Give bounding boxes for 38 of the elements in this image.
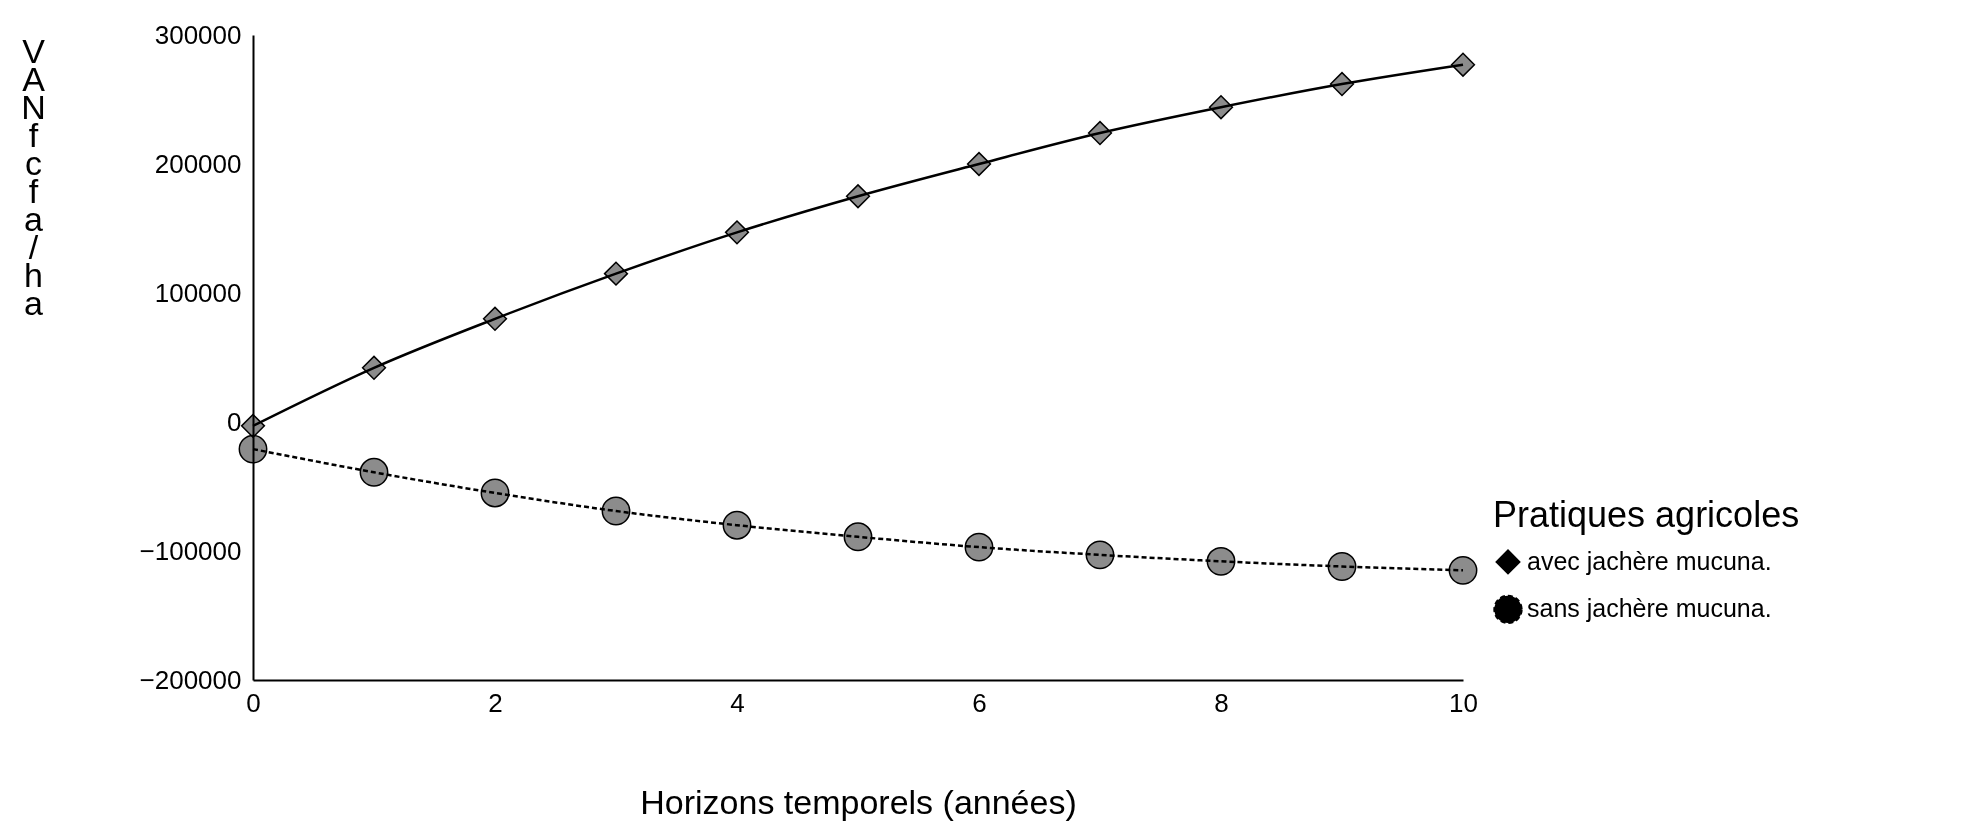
y-tick-label: −100000	[139, 535, 242, 566]
legend-label: sans jachère mucuna.	[1527, 594, 1772, 623]
point	[1450, 52, 1476, 77]
point	[724, 220, 750, 245]
point	[361, 355, 387, 380]
point	[359, 457, 389, 487]
legend-label: avec jachère mucuna.	[1527, 546, 1772, 575]
point	[1208, 95, 1234, 120]
point	[1327, 552, 1357, 581]
legend-title: Pratiques agricoles	[1493, 494, 1800, 536]
y-tick-label: 300000	[154, 19, 242, 50]
point	[238, 434, 268, 464]
point	[843, 522, 873, 552]
point	[964, 532, 994, 562]
point	[480, 478, 510, 508]
x-tick-label: 10	[1449, 687, 1478, 718]
point	[482, 306, 508, 331]
x-tick-label: 0	[246, 687, 261, 718]
point	[966, 151, 992, 177]
point	[845, 184, 871, 209]
y-tick-label: 100000	[154, 277, 242, 308]
y-tick-label: 0	[227, 406, 242, 437]
point	[1448, 555, 1478, 585]
y-tick-label: 200000	[154, 148, 242, 179]
x-tick-label: 2	[488, 687, 503, 718]
point	[601, 496, 631, 526]
y-tick-label: −200000	[139, 664, 242, 695]
point	[1329, 71, 1355, 97]
x-axis-title: Horizons temporels (années)	[640, 782, 1077, 821]
point	[603, 261, 629, 286]
point	[1085, 540, 1115, 570]
point	[1087, 120, 1113, 146]
x-tick-label: 8	[1214, 687, 1229, 718]
text: VAN fcfa/ha	[21, 31, 46, 322]
x-tick-label: 4	[730, 687, 745, 718]
point	[722, 510, 752, 540]
point	[1206, 546, 1236, 576]
x-tick-label: 6	[972, 687, 987, 718]
